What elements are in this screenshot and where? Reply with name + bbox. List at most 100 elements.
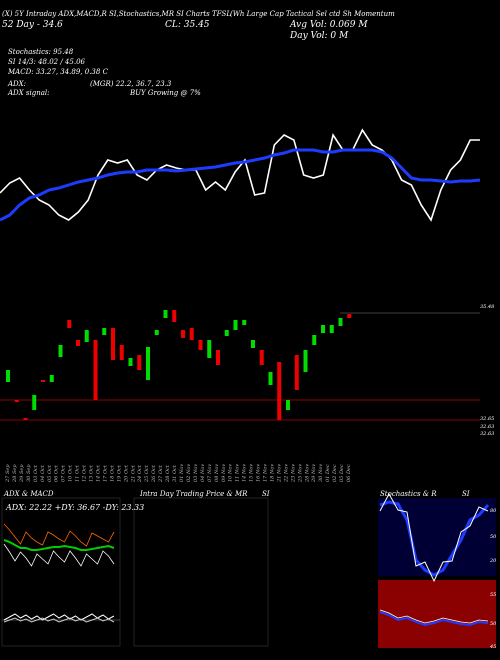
candle — [32, 395, 37, 410]
stoch-panel-bg — [378, 498, 496, 576]
info-stoch: Stochastics: 95.48 — [8, 48, 74, 56]
header-avg-vol: Avg Vol: 0.069 M — [290, 20, 368, 30]
stoch-axis-50: 50 — [490, 534, 497, 540]
candle — [14, 400, 19, 402]
date-label: 25 Nov — [297, 464, 303, 483]
candle — [277, 362, 282, 420]
candle — [338, 318, 343, 326]
date-label: 30 Sep — [26, 464, 32, 482]
candle — [303, 350, 308, 372]
info-mgr: (MGR) 22.2, 36.7, 23.3 — [90, 80, 172, 88]
candle — [6, 370, 10, 382]
date-label: 06 Oct — [54, 464, 60, 482]
candle — [93, 340, 98, 400]
mrsi-panel-frame — [133, 497, 269, 647]
candle — [119, 345, 124, 360]
header-line1: (X) 5Y Intraday ADX,MACD,R SI,Stochastic… — [2, 10, 231, 18]
date-label: 01 Nov — [179, 464, 185, 482]
date-label: 03 Nov — [193, 464, 199, 482]
date-label: 09 Nov — [221, 464, 227, 482]
date-label: 05 Dec — [339, 464, 345, 482]
date-label: 01 Dec — [325, 464, 331, 482]
candle — [233, 320, 238, 330]
candle — [329, 325, 334, 333]
candle — [67, 320, 72, 328]
stoch-axis-20: 20 — [490, 558, 497, 564]
date-label: 02 Dec — [332, 464, 338, 482]
candle — [189, 328, 194, 340]
candle — [259, 350, 264, 365]
date-label: 27 Sep — [5, 464, 11, 483]
date-label: 31 Oct — [172, 464, 178, 482]
rsi-white — [379, 609, 489, 624]
stoch-white — [379, 492, 489, 583]
mrsi-panel-si: SI — [262, 490, 270, 498]
date-label: 30 Nov — [318, 464, 324, 482]
date-label: 29 Sep — [19, 464, 25, 483]
date-label: 02 Nov — [186, 464, 192, 482]
date-label: 28 Nov — [304, 464, 310, 483]
mrsi-panel-title: Intra Day Trading Price & MR — [140, 490, 248, 498]
date-label: 04 Nov — [200, 464, 206, 482]
candle — [207, 340, 212, 358]
date-label: 11 Nov — [235, 464, 241, 482]
candle — [181, 330, 185, 338]
candle — [58, 345, 63, 357]
date-label: 26 Oct — [151, 464, 157, 483]
series-line-average — [0, 148, 481, 222]
candle — [84, 330, 89, 342]
rsi-axis-55: 55 — [490, 592, 497, 598]
fund-name: (Wh Large Cap Tactical Sel ctd Sh Moment… — [230, 10, 395, 18]
date-label: 07 Nov — [207, 464, 213, 482]
rsi-axis-45: 45 — [490, 644, 497, 650]
date-label: 27 Oct — [158, 464, 164, 483]
date-label: 28 Oct — [165, 464, 171, 483]
candle — [321, 325, 325, 333]
macd-signal — [3, 617, 115, 623]
info-adx: ADX: — [8, 80, 27, 88]
candle — [216, 350, 220, 365]
candle — [224, 330, 229, 336]
date-label: 16 Nov — [256, 464, 262, 482]
header-52day: 52 Day - 34.6 — [2, 20, 63, 30]
candle — [286, 400, 290, 410]
date-label: 20 Oct — [123, 464, 129, 483]
date-label: 05 Oct — [47, 464, 53, 482]
adx-panel-values: ADX: 22.22 +DY: 36.67 -DY: 23.33 — [6, 503, 145, 512]
date-label: 25 Oct — [144, 464, 150, 483]
price-label-3: 32.63 — [480, 431, 495, 437]
candle — [347, 314, 352, 318]
rsi-panel-bg — [378, 580, 496, 648]
date-label: 06 Dec — [346, 464, 352, 482]
candle — [146, 347, 150, 380]
candle — [154, 330, 159, 335]
adx-green-line — [3, 539, 115, 551]
date-label: 19 Oct — [116, 464, 122, 482]
date-label: 11 Oct — [75, 464, 81, 482]
info-adx-signal: ADX signal: — [8, 89, 50, 97]
date-label: 29 Nov — [311, 464, 317, 483]
date-label: 21 Oct — [130, 464, 136, 483]
candle — [102, 328, 107, 335]
candle — [49, 375, 54, 382]
candle — [76, 340, 80, 346]
candle — [268, 372, 273, 385]
stoch-axis-80: 80 — [490, 508, 497, 514]
date-label: 18 Oct — [109, 464, 115, 482]
candle — [111, 328, 115, 360]
price-label-top: 35.48 — [480, 304, 495, 310]
candle — [172, 310, 177, 322]
date-label: 10 Nov — [228, 464, 234, 482]
candle — [251, 340, 255, 348]
stoch-panel-title: Stochastics & R — [380, 490, 437, 498]
candle — [23, 418, 28, 420]
date-label: 17 Nov — [263, 464, 269, 482]
adx-orange-line — [3, 523, 115, 547]
rsi-blue — [379, 611, 489, 627]
candle — [41, 380, 45, 382]
date-label: 04 Oct — [40, 464, 46, 482]
candle — [163, 310, 168, 318]
series-line-price — [0, 128, 480, 222]
candle — [242, 320, 247, 325]
